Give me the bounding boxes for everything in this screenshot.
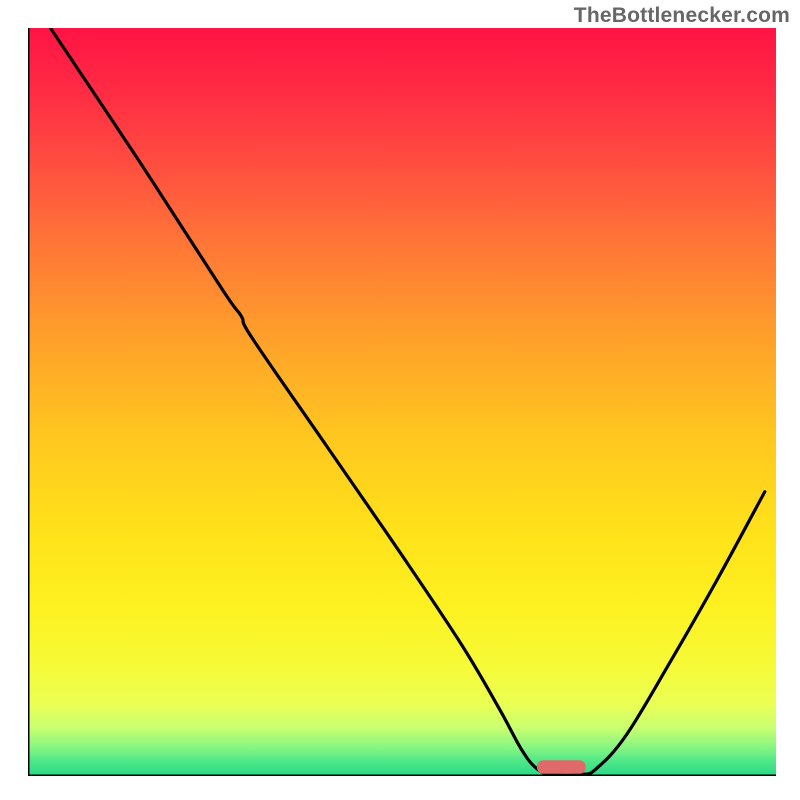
optimal-range-marker bbox=[537, 760, 586, 773]
watermark-text: TheBottlenecker.com bbox=[574, 4, 790, 28]
plot-background bbox=[28, 28, 776, 776]
bottleneck-plot bbox=[28, 28, 776, 776]
chart-container: TheBottlenecker.com bbox=[0, 0, 800, 800]
